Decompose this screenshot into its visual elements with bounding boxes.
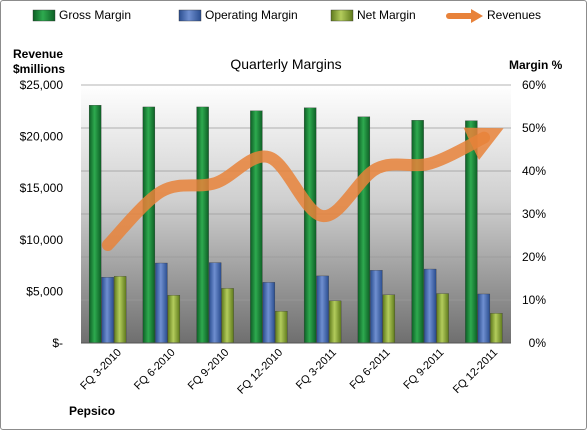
- revenue-series-line: [101, 127, 504, 251]
- bar-operating-margin: [423, 268, 437, 344]
- bar-operating-margin: [316, 275, 329, 344]
- right-tick-label: 30%: [522, 207, 546, 221]
- left-tick-label: $-: [52, 336, 63, 350]
- bar-net-margin: [436, 293, 449, 344]
- legend-item-revenues: Revenues: [446, 8, 541, 23]
- x-tick-label: FQ 9-2010: [186, 347, 232, 393]
- legend-swatch: [178, 9, 202, 22]
- right-axis-ticks: 0% 10% 20% 30% 40% 50% 60%: [522, 78, 546, 350]
- bar-gross-margin: [357, 116, 371, 344]
- bar-operating-margin: [477, 293, 491, 344]
- legend-item-gross-margin: Gross Margin: [32, 8, 131, 22]
- company-label: Pepsico: [69, 404, 115, 418]
- left-axis-label-line1: Revenue: [13, 47, 63, 61]
- x-tick-label: FQ 12-2010: [235, 347, 285, 397]
- bar-net-margin: [221, 288, 234, 344]
- bar-gross-margin: [88, 105, 102, 344]
- x-tick-label: FQ 6-2011: [348, 347, 393, 392]
- legend-label: Net Margin: [357, 8, 416, 22]
- bar-operating-margin: [155, 262, 168, 344]
- legend-arrow-icon: [471, 9, 483, 23]
- bar-net-margin: [382, 294, 396, 344]
- bar-gross-margin: [250, 110, 263, 344]
- legend-swatch: [32, 9, 56, 22]
- bar-net-margin: [167, 295, 181, 344]
- bar-net-margin: [490, 313, 503, 344]
- chart-title: Quarterly Margins: [230, 56, 341, 72]
- legend: Gross Margin Operating Margin Net Margin Re…: [32, 8, 541, 23]
- x-tick-label: FQ 6-2010: [132, 347, 178, 393]
- right-tick-label: 50%: [522, 121, 546, 135]
- bar-gross-margin: [465, 120, 478, 344]
- bar-net-margin: [275, 311, 288, 344]
- legend-label: Revenues: [487, 8, 541, 22]
- x-tick-label: FQ 12-2011: [451, 347, 500, 396]
- x-tick-label: FQ 3-2010: [78, 347, 124, 393]
- x-axis-ticks: FQ 3-2010 FQ 6-2010 FQ 9-2010 FQ 12-2010 FQ …: [78, 347, 500, 397]
- left-tick-label: $25,000: [20, 78, 64, 92]
- bar-gross-margin: [303, 107, 317, 344]
- left-tick-label: $15,000: [20, 181, 64, 195]
- right-axis-label: Margin %: [509, 58, 563, 72]
- legend-swatch: [330, 9, 354, 22]
- bar-operating-margin: [208, 262, 222, 344]
- legend-label: Operating Margin: [205, 8, 298, 22]
- bar-gross-margin: [196, 106, 209, 344]
- legend-label: Gross Margin: [59, 8, 131, 22]
- bars: [88, 105, 503, 344]
- left-axis-label-line2: $millions: [13, 62, 65, 76]
- bar-operating-margin: [370, 270, 383, 344]
- x-tick-label: FQ 9-2011: [401, 347, 446, 392]
- right-tick-label: 10%: [522, 293, 546, 307]
- bar-gross-margin: [142, 106, 156, 344]
- x-tick-label: FQ 3-2011: [294, 347, 339, 392]
- left-axis-ticks: $- $5,000 $10,000 $15,000 $20,000 $25,000: [20, 78, 64, 350]
- right-tick-label: 60%: [522, 78, 546, 92]
- right-tick-label: 40%: [522, 164, 546, 178]
- left-tick-label: $5,000: [26, 284, 63, 298]
- bar-net-margin: [113, 276, 127, 344]
- bar-net-margin: [328, 300, 342, 344]
- legend-item-operating-margin: Operating Margin: [178, 8, 298, 22]
- right-tick-label: 0%: [529, 336, 547, 350]
- legend-item-net-margin: Net Margin: [330, 8, 416, 22]
- bar-operating-margin: [101, 277, 114, 344]
- left-tick-label: $20,000: [20, 130, 64, 144]
- left-tick-label: $10,000: [20, 233, 64, 247]
- bar-gross-margin: [411, 120, 424, 344]
- right-tick-label: 20%: [522, 250, 546, 264]
- revenue-line: [101, 127, 504, 251]
- bar-operating-margin: [262, 282, 276, 344]
